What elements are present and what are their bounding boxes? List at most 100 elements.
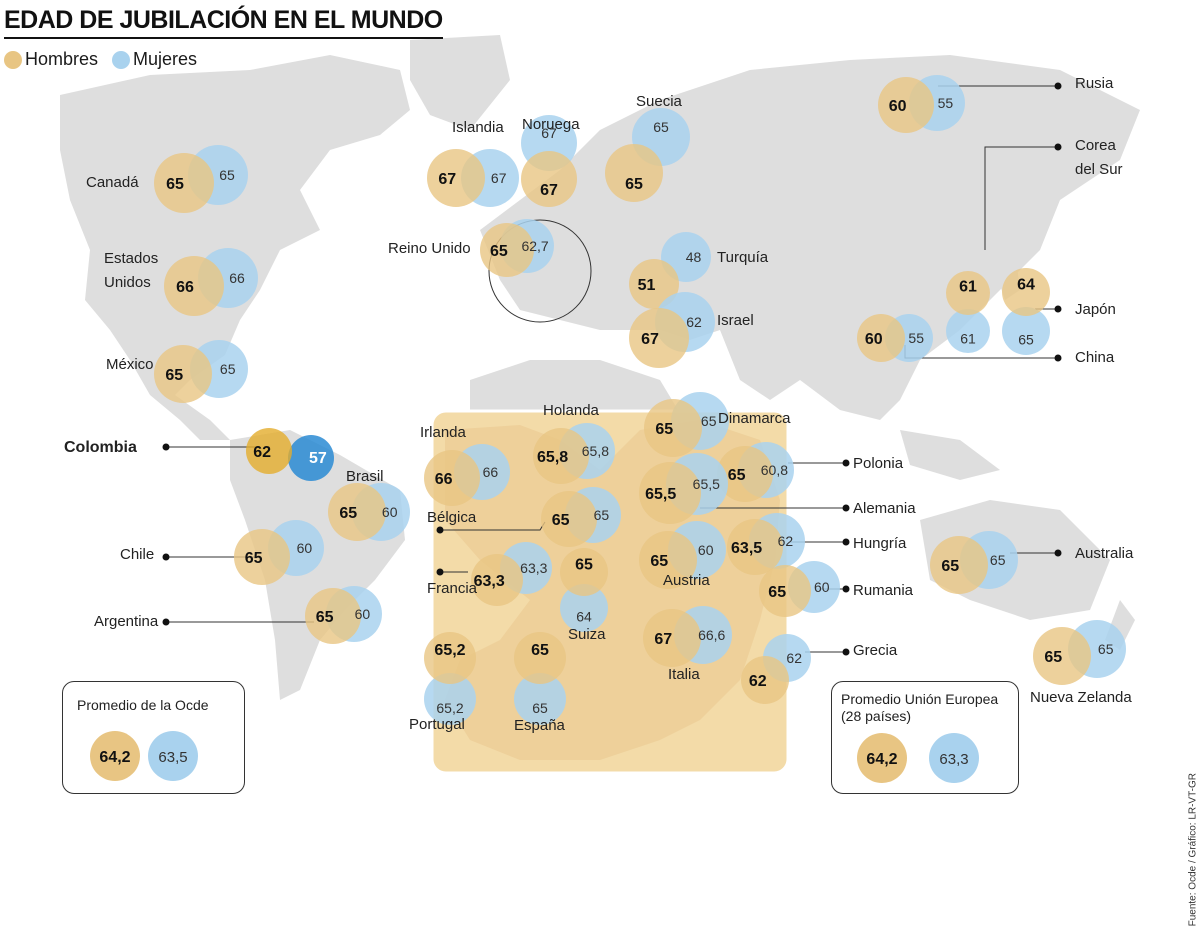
southeast-asia-islands bbox=[900, 430, 1000, 480]
country-bubble-5: 65 60 bbox=[234, 520, 324, 585]
country-bubble-33: 65 65 bbox=[514, 632, 566, 725]
leader-dot bbox=[1054, 549, 1062, 557]
men-age-label: 67 bbox=[540, 182, 558, 199]
men-circle bbox=[629, 259, 679, 309]
country-bubble-16: 60 55 bbox=[857, 314, 933, 362]
label-corea-line2: del Sur bbox=[1075, 161, 1123, 178]
women-age-label: 66,6 bbox=[698, 627, 725, 643]
country-bubble-4: 65 60 bbox=[328, 483, 410, 541]
country-bubble-31: 62 62 bbox=[741, 634, 811, 704]
label-chile: Chile bbox=[120, 546, 155, 563]
label-china: China bbox=[1075, 349, 1115, 366]
men-circle bbox=[533, 428, 589, 484]
leader-dot bbox=[1054, 354, 1062, 362]
women-age-label: 66 bbox=[229, 270, 245, 286]
country-bubble-18: 65 65 bbox=[1033, 620, 1126, 685]
men-circle bbox=[643, 609, 701, 667]
men-age-label: 65 bbox=[490, 243, 508, 260]
leader-dot bbox=[162, 553, 170, 561]
men-age-label: 65 bbox=[245, 550, 263, 567]
women-age-label: 65 bbox=[219, 167, 235, 183]
men-age-label: 65 bbox=[531, 642, 549, 659]
country-bubble-21: 65 65 bbox=[644, 392, 729, 457]
label-argentina: Argentina bbox=[94, 613, 159, 630]
label-italia: Italia bbox=[668, 666, 700, 683]
men-circle bbox=[471, 554, 523, 606]
men-age-label: 65 bbox=[316, 609, 334, 626]
women-age-label: 65 bbox=[990, 552, 1006, 568]
label-usa-line1: Estados bbox=[104, 250, 159, 267]
men-age-label: 65 bbox=[1044, 649, 1062, 666]
country-bubble-29: 65 60 bbox=[759, 561, 840, 617]
men-age-label: 65 bbox=[339, 505, 357, 522]
men-age-label: 66 bbox=[435, 471, 453, 488]
women-age-label: 61 bbox=[960, 331, 976, 347]
women-age-label: 67 bbox=[541, 125, 557, 141]
women-age-label: 65 bbox=[1098, 641, 1114, 657]
men-age-label: 67 bbox=[438, 171, 456, 188]
women-age-label: 55 bbox=[938, 95, 954, 111]
men-circle bbox=[639, 462, 701, 524]
women-age-label: 65,2 bbox=[436, 700, 463, 716]
men-age-label: 65 bbox=[166, 176, 184, 193]
label-japon: Japón bbox=[1075, 301, 1116, 318]
men-circle bbox=[1002, 268, 1050, 316]
country-bubble-2: 65 65 bbox=[154, 340, 248, 403]
women-age-label: 67 bbox=[491, 170, 507, 186]
country-bubble-26: 65 64 bbox=[560, 548, 608, 632]
men-circle bbox=[154, 153, 214, 213]
women-age-label: 60 bbox=[297, 540, 313, 556]
country-bubble-27: 65 60 bbox=[639, 521, 726, 589]
label-suecia: Suecia bbox=[636, 93, 682, 110]
women-age-label: 62 bbox=[778, 533, 794, 549]
men-age-label: 65 bbox=[165, 367, 183, 384]
leader-dot bbox=[842, 648, 850, 656]
country-bubble-6: 65 60 bbox=[305, 586, 382, 644]
country-bubble-19: 66 66 bbox=[424, 444, 510, 506]
leader-dot bbox=[1054, 82, 1062, 90]
uk-zoom-circle bbox=[488, 219, 592, 323]
men-age-label: 65,2 bbox=[434, 642, 465, 659]
eu-average-box: Promedio Unión Europea (28 países) bbox=[831, 681, 1019, 794]
country-bubble-28: 63,5 62 bbox=[727, 513, 805, 575]
men-circle bbox=[1033, 627, 1091, 685]
greenland-landmass bbox=[410, 35, 510, 130]
women-circle bbox=[1002, 307, 1050, 355]
country-bubble-12: 67 62 bbox=[629, 292, 715, 368]
men-circle bbox=[424, 450, 480, 506]
country-bubble-32: 65,2 65,2 bbox=[424, 632, 476, 725]
women-circle bbox=[288, 435, 334, 481]
label-austria: Austria bbox=[663, 572, 710, 589]
men-circle bbox=[246, 428, 292, 474]
legend-men: Hombres bbox=[4, 49, 98, 70]
men-circle bbox=[328, 483, 386, 541]
country-bubble-15: 64 65 bbox=[1002, 268, 1050, 355]
leader-dot bbox=[162, 443, 170, 451]
men-circle bbox=[480, 223, 534, 277]
men-age-label: 62 bbox=[253, 444, 271, 461]
men-age-label: 65 bbox=[552, 512, 570, 529]
men-circle bbox=[878, 77, 934, 133]
men-age-label: 61 bbox=[959, 278, 977, 295]
women-age-label: 48 bbox=[686, 249, 702, 265]
leader-dot bbox=[436, 526, 444, 534]
leader-dot bbox=[842, 459, 850, 467]
men-age-label: 65 bbox=[575, 557, 593, 574]
label-rusia: Rusia bbox=[1075, 75, 1114, 92]
women-age-label: 60,8 bbox=[761, 462, 788, 478]
label-rumania: Rumania bbox=[853, 582, 914, 599]
women-age-label: 65 bbox=[594, 507, 610, 523]
country-bubble-14: 61 61 bbox=[946, 271, 990, 353]
men-age-label: 65 bbox=[625, 176, 643, 193]
label-suiza: Suiza bbox=[568, 626, 606, 643]
label-corea: Corea del Sur bbox=[1075, 137, 1123, 179]
men-circle bbox=[629, 308, 689, 368]
women-age-label: 55 bbox=[908, 330, 924, 346]
label-canada: Canadá bbox=[86, 174, 139, 191]
country-bubble-13: 60 55 bbox=[878, 75, 965, 133]
men-age-label: 65 bbox=[650, 553, 668, 570]
men-circle bbox=[521, 151, 577, 207]
men-circle bbox=[759, 565, 811, 617]
oecd-average-title: Promedio de la Ocde bbox=[77, 697, 209, 713]
men-circle bbox=[234, 529, 290, 585]
